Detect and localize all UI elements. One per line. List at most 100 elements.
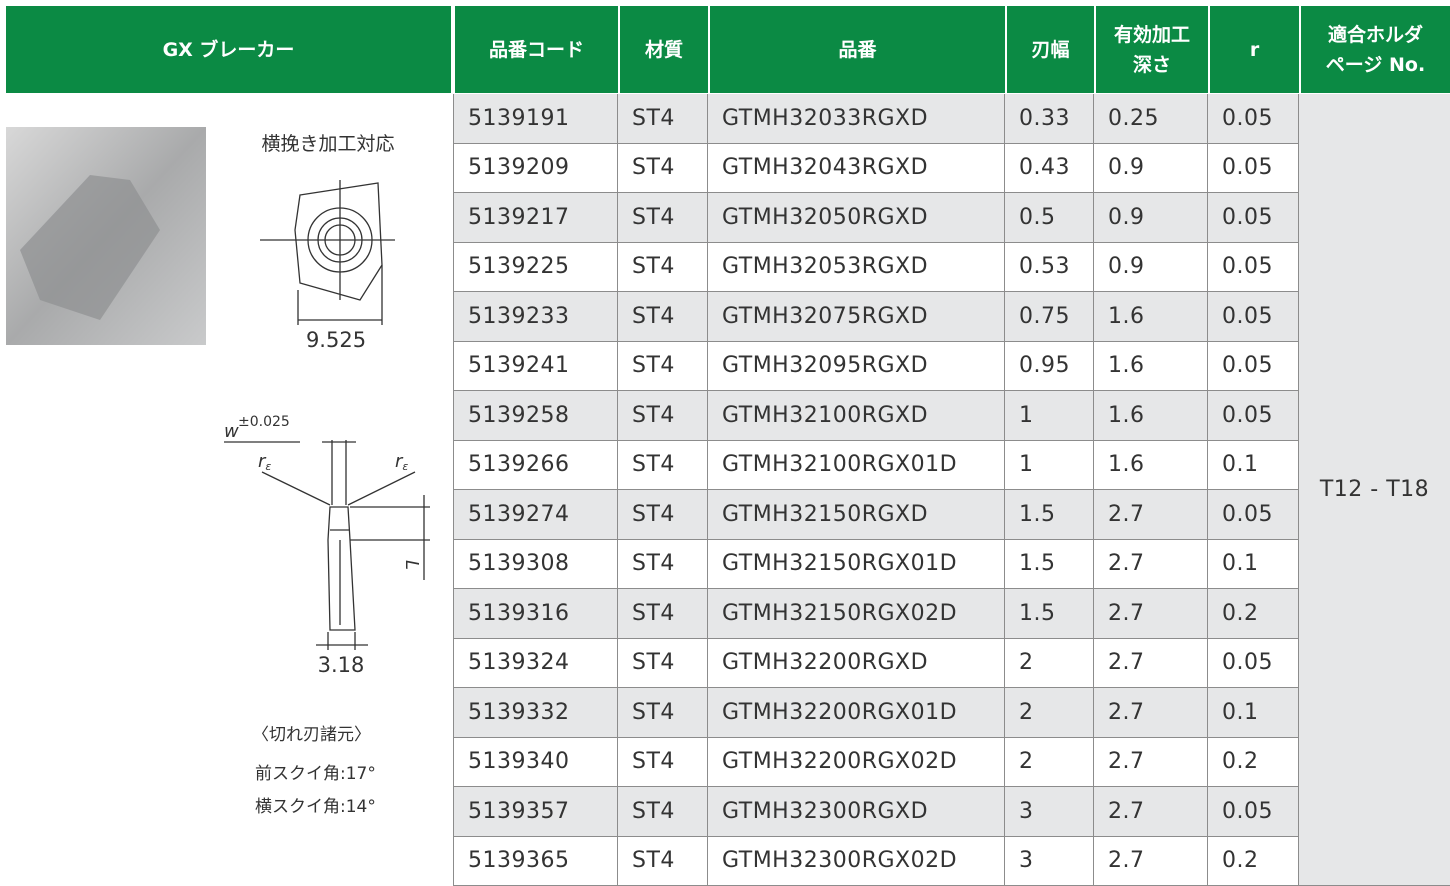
table-cell: 0.05	[1208, 193, 1299, 243]
table-cell: ST4	[618, 539, 708, 589]
application-label: 横挽き加工対応	[261, 133, 394, 155]
table-cell: 0.05	[1208, 638, 1299, 688]
table-cell: 2.7	[1094, 688, 1208, 738]
table-cell: 0.05	[1208, 292, 1299, 342]
table-cell: 5139324	[453, 638, 618, 688]
table-cell: 0.2	[1208, 737, 1299, 787]
length-symbol: L	[401, 560, 422, 570]
column-header: 適合ホルダ ページ No.	[1301, 6, 1450, 93]
corner-symbol-r: r	[258, 451, 267, 472]
table-cell: 0.05	[1208, 94, 1299, 144]
table-cell: 0.05	[1208, 341, 1299, 391]
width-symbol: w	[224, 421, 239, 442]
table-cell: GTMH32095RGXD	[708, 341, 1005, 391]
table-cell: 1	[1005, 440, 1094, 490]
table-cell: 0.75	[1005, 292, 1094, 342]
table-cell: 1.6	[1094, 440, 1208, 490]
table-cell: GTMH32150RGX02D	[708, 589, 1005, 639]
table-cell: 5139225	[453, 242, 618, 292]
table-cell: 5139316	[453, 589, 618, 639]
column-header: 有効加工 深さ	[1096, 6, 1208, 93]
table-cell: GTMH32200RGXD	[708, 638, 1005, 688]
column-header-line: 品番	[838, 38, 877, 61]
table-cell: 5139340	[453, 737, 618, 787]
table-cell: ST4	[618, 688, 708, 738]
photo-detail	[20, 175, 160, 320]
column-header: 材質	[620, 6, 708, 93]
table-cell: GTMH32100RGX01D	[708, 440, 1005, 490]
table-cell: ST4	[618, 440, 708, 490]
table-cell: 0.5	[1005, 193, 1094, 243]
table-cell: 5139241	[453, 341, 618, 391]
table-cell: 0.05	[1208, 242, 1299, 292]
table-cell: 1.6	[1094, 341, 1208, 391]
table-cell: 1.5	[1005, 490, 1094, 540]
table-cell: 5139258	[453, 391, 618, 441]
specs-title: 〈切れ刃諸元〉	[252, 725, 371, 745]
table-cell: 2.7	[1094, 638, 1208, 688]
table-cell: 5139332	[453, 688, 618, 738]
table-cell: GTMH32300RGXD	[708, 787, 1005, 837]
insert-drawing	[260, 180, 395, 325]
column-header-line: 品番コード	[488, 38, 584, 61]
table-cell: 2	[1005, 638, 1094, 688]
table-cell: 1.5	[1005, 539, 1094, 589]
table-cell: 2.7	[1094, 589, 1208, 639]
table-cell: 3	[1005, 836, 1094, 886]
width-tolerance: ±0.025	[238, 414, 290, 430]
column-header: r	[1210, 6, 1299, 93]
table-cell: 0.1	[1208, 440, 1299, 490]
table-cell: GTMH32043RGXD	[708, 143, 1005, 193]
column-header: 刃幅	[1007, 6, 1094, 93]
column-header-line: 適合ホルダ	[1327, 23, 1423, 46]
table-cell: 5139308	[453, 539, 618, 589]
table-cell: 1.6	[1094, 292, 1208, 342]
corner-subscript: ε	[265, 460, 271, 473]
table-cell: 2.7	[1094, 490, 1208, 540]
table-cell: 0.9	[1094, 143, 1208, 193]
table-cell: 0.1	[1208, 688, 1299, 738]
table-cell: GTMH32150RGXD	[708, 490, 1005, 540]
table-cell: 2.7	[1094, 539, 1208, 589]
table-cell: ST4	[618, 193, 708, 243]
table-cell: 2	[1005, 737, 1094, 787]
table-cell: GTMH32200RGX01D	[708, 688, 1005, 738]
table-cell: GTMH32100RGXD	[708, 391, 1005, 441]
table-cell: ST4	[618, 589, 708, 639]
insert-size: 9.525	[306, 328, 366, 352]
header-title: GX ブレーカー	[6, 6, 451, 93]
corner-symbol: rε	[258, 451, 271, 473]
table-cell: ST4	[618, 143, 708, 193]
table-cell: ST4	[618, 94, 708, 144]
spec: 前スクイ角:17°	[255, 764, 376, 784]
table-cell: 5139365	[453, 836, 618, 886]
table-cell: ST4	[618, 836, 708, 886]
table-cell: 0.95	[1005, 341, 1094, 391]
table-cell: 0.05	[1208, 143, 1299, 193]
table-cell: 5139209	[453, 143, 618, 193]
corner-symbol: rε	[395, 451, 408, 473]
table-cell: ST4	[618, 341, 708, 391]
table-cell: 5139233	[453, 292, 618, 342]
spec: 横スクイ角:14°	[255, 797, 376, 817]
table-cell: 3	[1005, 787, 1094, 837]
table-cell: 0.1	[1208, 539, 1299, 589]
section-drawing	[224, 440, 430, 650]
table-cell: 0.33	[1005, 94, 1094, 144]
table-cell: 0.9	[1094, 193, 1208, 243]
table-cell: GTMH32150RGX01D	[708, 539, 1005, 589]
table-cell: 0.2	[1208, 836, 1299, 886]
column-header: 品番	[710, 6, 1005, 93]
table-cell: 1.5	[1005, 589, 1094, 639]
table-cell: ST4	[618, 490, 708, 540]
table-cell: ST4	[618, 638, 708, 688]
table-cell: 0.53	[1005, 242, 1094, 292]
column-header-line: 有効加工	[1113, 23, 1190, 46]
column-header-line: 材質	[644, 38, 683, 61]
corner-symbol-r: r	[395, 451, 404, 472]
holder-cell: T12 - T18	[1299, 94, 1450, 886]
table-cell: GTMH32033RGXD	[708, 94, 1005, 144]
table-cell: GTMH32050RGXD	[708, 193, 1005, 243]
table-cell: ST4	[618, 787, 708, 837]
